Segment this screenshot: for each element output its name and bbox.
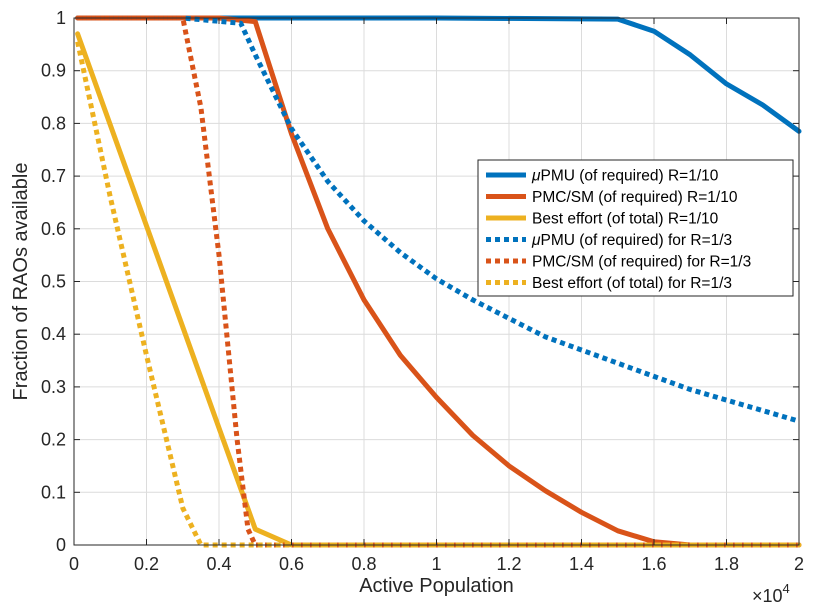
legend-label-text: PMU (of required) for R=1/3 <box>541 232 733 249</box>
legend-label-text: Best effort (of total) for R=1/3 <box>532 275 732 292</box>
series-line-4 <box>77 15 800 424</box>
x-tick-label: 0.4 <box>206 554 231 574</box>
x-exponent-power: 4 <box>783 581 790 596</box>
y-tick-label: 0 <box>56 535 66 555</box>
legend-label-text: PMC/SM (of required) for R=1/3 <box>532 254 751 271</box>
y-tick-label: 0.9 <box>41 61 66 81</box>
legend-label-text: Best effort (of total) R=1/10 <box>532 211 719 228</box>
x-exponent-base: ×10 <box>752 586 783 606</box>
x-tick-label: 0.8 <box>351 554 376 574</box>
legend-label-prefix: μ <box>531 232 541 249</box>
legend-label-1: μPMU (of required) R=1/10 <box>531 168 719 185</box>
legend-label-prefix: μ <box>531 168 541 185</box>
y-tick-label: 0.6 <box>41 219 66 239</box>
x-tick-label: 1.2 <box>496 554 521 574</box>
x-tick-label: 1 <box>431 554 441 574</box>
legend-box <box>477 159 794 297</box>
x-tick-label: 1.6 <box>641 554 666 574</box>
y-tick-label: 0.2 <box>41 430 66 450</box>
legend-label-2: PMC/SM (of required) R=1/10 <box>532 189 738 206</box>
legend-label-3: Best effort (of total) R=1/10 <box>532 211 719 228</box>
y-tick-label: 0.5 <box>41 272 66 292</box>
series-line-5 <box>77 15 799 548</box>
y-tick-label: 0.8 <box>41 113 66 133</box>
x-tick-label: 2 <box>794 554 804 574</box>
y-tick-label: 0.1 <box>41 482 66 502</box>
y-tick-label: 0.7 <box>41 166 66 186</box>
legend-label-6: Best effort (of total) for R=1/3 <box>532 275 732 292</box>
x-tick-label: 0 <box>69 554 79 574</box>
legend-label-text: PMU (of required) R=1/10 <box>541 168 719 185</box>
x-axis-exponent: ×104 <box>752 581 790 606</box>
legend-label-4: μPMU (of required) for R=1/3 <box>531 232 732 249</box>
x-axis-label: Active Population <box>359 575 514 597</box>
y-tick-label: 0.4 <box>41 324 66 344</box>
y-tick-label: 0.3 <box>41 377 66 397</box>
x-tick-label: 0.2 <box>134 554 159 574</box>
y-tick-label: 1 <box>56 8 66 28</box>
x-tick-label: 0.6 <box>279 554 304 574</box>
x-tick-label: 1.4 <box>569 554 594 574</box>
legend-label-5: PMC/SM (of required) for R=1/3 <box>532 254 751 271</box>
x-tick-label: 1.8 <box>714 554 739 574</box>
legend-label-text: PMC/SM (of required) R=1/10 <box>532 189 738 206</box>
series-line-1 <box>75 15 802 134</box>
y-axis-label: Fraction of RAOs available <box>10 163 32 401</box>
axis-ticks: 0 0.2 0.4 0.6 0.8 1 1.2 1.4 1.6 1.8 2 0 0.1 0.2 0.3 0.4… <box>41 8 804 574</box>
